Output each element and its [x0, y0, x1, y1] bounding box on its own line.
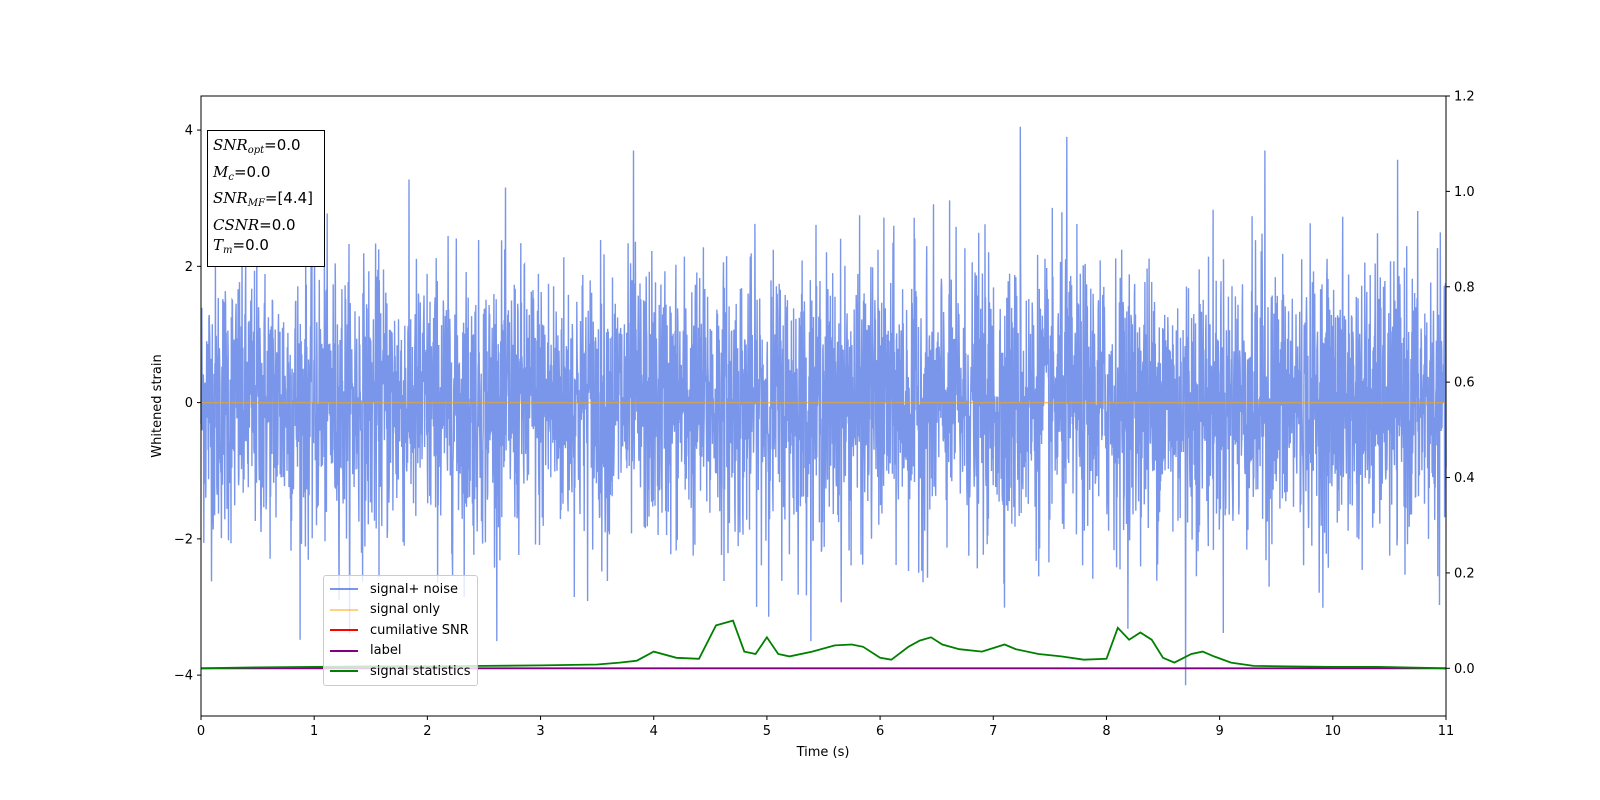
y2-tick-label: 1.2 [1454, 90, 1475, 105]
legend-swatch [330, 670, 358, 673]
plot-frame [200, 95, 1447, 717]
x-tick-label: 1 [310, 724, 318, 739]
y2-tick-label: 0.8 [1454, 280, 1475, 295]
legend-swatch [330, 649, 358, 652]
signal-noise-line [200, 126, 1447, 686]
y2-tick-label: 1.0 [1454, 185, 1475, 200]
legend-entry-cumulative-snr: cumilative SNR [330, 620, 471, 641]
x-tick-label: 2 [423, 724, 431, 739]
signal-statistics-line [200, 619, 1447, 670]
y-tick-label: 4 [185, 124, 193, 139]
legend-entry-signal-only: signal only [330, 600, 471, 621]
x-tick-label: 6 [876, 724, 884, 739]
info-tm: Tm=0.0 [213, 236, 269, 256]
x-tick-label: 11 [1438, 724, 1455, 739]
y-tick-label: 0 [185, 396, 193, 411]
x-tick-label: 5 [763, 724, 771, 739]
y2-tick-label: 0.0 [1454, 662, 1475, 677]
x-tick-label: 3 [536, 724, 544, 739]
info-snr-opt: SNRopt=0.0 [213, 136, 301, 156]
legend-entry-label: label [330, 641, 471, 662]
y-axis-title: Whitened strain [150, 354, 165, 457]
y2-tick-label: 0.2 [1454, 566, 1475, 581]
y-tick-label: 2 [185, 260, 193, 275]
legend: signal+ noise signal only cumilative SNR… [323, 575, 478, 686]
x-tick-label: 8 [1102, 724, 1110, 739]
x-tick-label: 9 [1215, 724, 1223, 739]
legend-entry-signal-noise: signal+ noise [330, 579, 471, 600]
y-tick-label: −2 [174, 532, 193, 547]
x-tick-label: 4 [650, 724, 658, 739]
legend-swatch [330, 588, 358, 591]
info-snr-mf: SNRMF=[4.4] [213, 189, 314, 209]
series-signal-noise [200, 126, 1447, 686]
series-signal-statistics [200, 619, 1447, 670]
y-tick-label: −4 [174, 669, 193, 684]
info-box: SNRopt=0.0 Mc=0.0 SNRMF=[4.4] CSNR=0.0 T… [207, 130, 325, 267]
info-mc: Mc=0.0 [213, 162, 271, 183]
info-csnr: CSNR=0.0 [213, 215, 296, 234]
y2-tick-label: 0.4 [1454, 471, 1475, 486]
legend-swatch [330, 629, 358, 632]
x-tick-label: 7 [989, 724, 997, 739]
x-tick-label: 0 [197, 724, 205, 739]
legend-entry-signal-statistics: signal statistics [330, 661, 471, 682]
legend-swatch [330, 608, 358, 611]
axis-ticks: 0 1 2 3 4 5 6 7 8 9 10 11 −4 −2 0 2 4 0.0 0.2 0.4 0.6 0.8 1.0 1… [174, 90, 1475, 740]
x-axis-title: Time (s) [796, 745, 850, 760]
y2-tick-label: 0.6 [1454, 376, 1475, 391]
x-tick-label: 10 [1325, 724, 1342, 739]
